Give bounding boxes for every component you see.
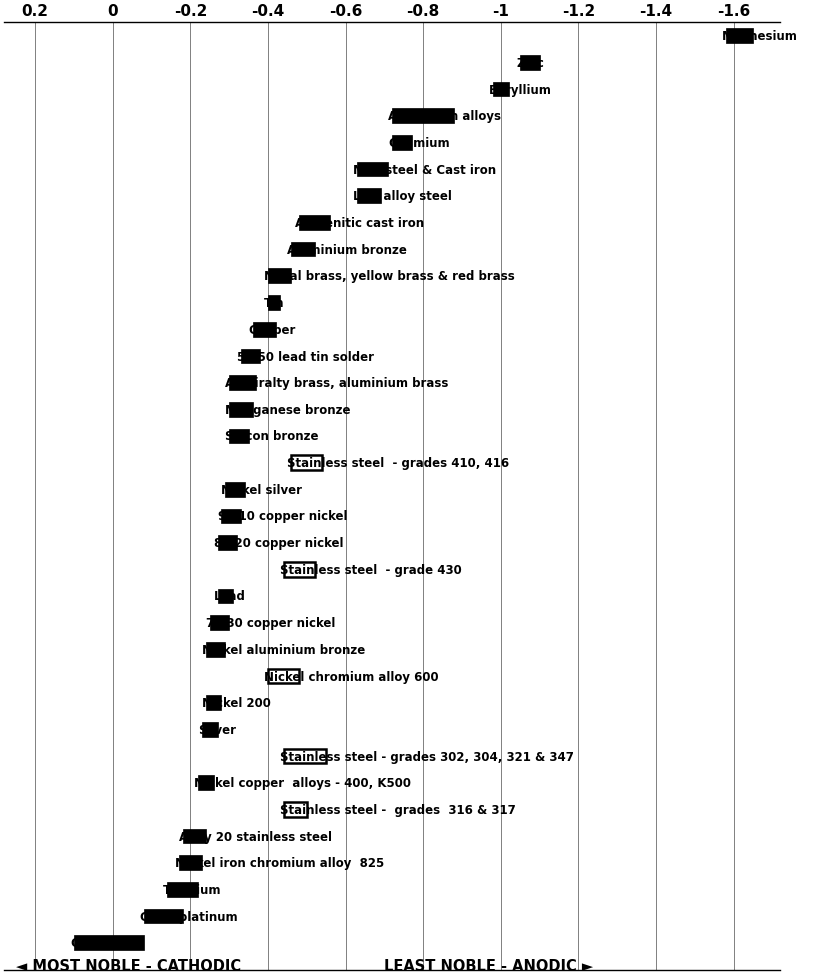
Text: Graphite: Graphite [70, 936, 128, 950]
Bar [229, 403, 253, 418]
Text: Nickel copper  alloys - 400, K500: Nickel copper alloys - 400, K500 [194, 777, 411, 789]
Bar [357, 162, 389, 177]
Bar [229, 376, 256, 390]
Bar [284, 562, 315, 577]
Text: Nickel chromium alloy 600: Nickel chromium alloy 600 [264, 670, 439, 683]
Bar [218, 536, 237, 551]
Text: 80/20 copper nickel: 80/20 copper nickel [214, 537, 343, 550]
Bar [241, 349, 260, 364]
Bar [144, 909, 183, 923]
Text: Silver: Silver [198, 723, 237, 736]
Bar [392, 110, 454, 124]
Bar [206, 695, 221, 710]
Text: Manganese bronze: Manganese bronze [225, 403, 351, 417]
Text: Nickel iron chromium alloy  825: Nickel iron chromium alloy 825 [175, 857, 385, 869]
Text: Stainless steel - grades 302, 304, 321 & 347: Stainless steel - grades 302, 304, 321 &… [280, 750, 573, 763]
Bar [520, 56, 540, 70]
Text: Silicon bronze: Silicon bronze [225, 430, 319, 443]
Text: ◄ MOST NOBLE - CATHODIC: ◄ MOST NOBLE - CATHODIC [15, 958, 241, 973]
Text: Zinc: Zinc [516, 57, 544, 69]
Bar [291, 456, 322, 470]
Bar [268, 269, 291, 284]
Bar [268, 669, 299, 684]
Text: Mild steel & Cast iron: Mild steel & Cast iron [354, 163, 497, 176]
Text: Stainless steel  - grade 430: Stainless steel - grade 430 [280, 563, 462, 576]
Text: Alloy 20 stainless steel: Alloy 20 stainless steel [179, 829, 332, 843]
Bar [198, 776, 214, 790]
Text: Titanium: Titanium [163, 883, 222, 896]
Text: Magnesium: Magnesium [722, 30, 798, 43]
Text: Admiralty brass, aluminium brass: Admiralty brass, aluminium brass [225, 377, 449, 389]
Bar [284, 749, 326, 764]
Bar [493, 82, 509, 97]
Bar [225, 482, 245, 497]
Text: Aluminium alloys: Aluminium alloys [389, 111, 502, 123]
Bar [726, 29, 753, 44]
Text: Lead: Lead [214, 590, 246, 602]
Bar [299, 216, 330, 231]
Text: Nickel aluminium bronze: Nickel aluminium bronze [202, 644, 365, 656]
Text: Aluminium bronze: Aluminium bronze [288, 244, 407, 256]
Bar [229, 429, 249, 444]
Text: Naval brass, yellow brass & red brass: Naval brass, yellow brass & red brass [264, 270, 515, 283]
Bar [284, 802, 307, 817]
Bar [206, 643, 225, 657]
Text: 50/50 lead tin solder: 50/50 lead tin solder [237, 350, 374, 363]
Bar [202, 723, 218, 737]
Bar [74, 936, 144, 951]
Text: Copper: Copper [249, 324, 296, 336]
Text: Austenitic cast iron: Austenitic cast iron [295, 217, 424, 230]
Text: Nickel silver: Nickel silver [221, 483, 302, 496]
Text: Stainless steel  - grades 410, 416: Stainless steel - grades 410, 416 [288, 457, 510, 469]
Text: Gold, platinum: Gold, platinum [140, 910, 237, 922]
Bar [183, 829, 206, 844]
Text: 90/10 copper nickel: 90/10 copper nickel [218, 510, 347, 523]
Bar [167, 882, 198, 897]
Bar [210, 616, 229, 631]
Bar [253, 323, 276, 337]
Text: 70/30 copper nickel: 70/30 copper nickel [206, 616, 335, 630]
Bar [392, 136, 411, 151]
Bar [179, 856, 202, 870]
Text: Nickel 200: Nickel 200 [202, 696, 271, 709]
Text: Cadmium: Cadmium [389, 137, 450, 150]
Text: Low alloy steel: Low alloy steel [354, 190, 452, 203]
Bar [221, 510, 241, 524]
Text: LEAST NOBLE - ANODIC ►: LEAST NOBLE - ANODIC ► [385, 958, 593, 973]
Bar [357, 189, 380, 203]
Bar [268, 296, 280, 310]
Bar [291, 243, 315, 257]
Text: Beryllium: Beryllium [489, 83, 552, 97]
Text: Stainless steel -  grades  316 & 317: Stainless steel - grades 316 & 317 [280, 803, 515, 816]
Text: Tin: Tin [264, 296, 285, 310]
Bar [218, 589, 233, 603]
